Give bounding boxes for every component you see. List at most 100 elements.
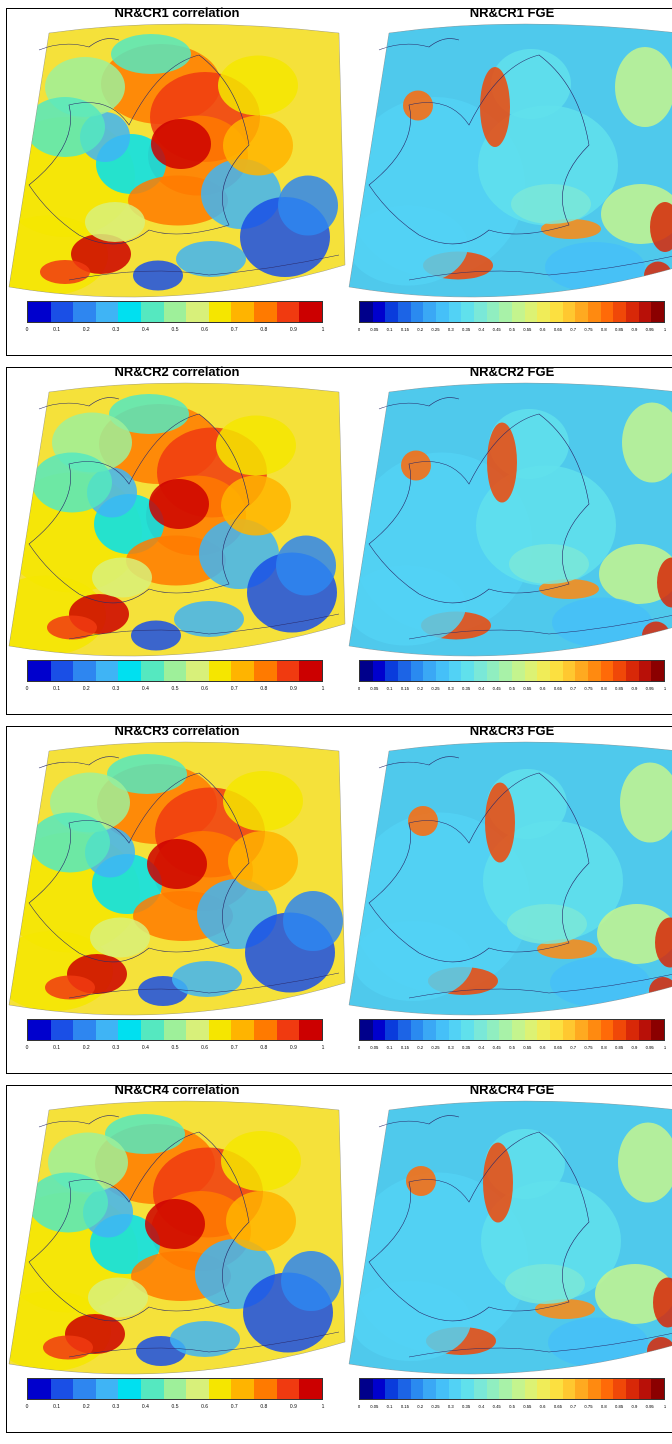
- correlation-map-title: NR&CR1 correlation: [114, 5, 240, 20]
- colorbar-swatch: [50, 1020, 74, 1040]
- colorbar-swatch: [423, 1379, 437, 1399]
- greenland-coastline: [378, 1115, 460, 1128]
- colorbar-swatch: [626, 661, 639, 681]
- colorbar-tick-label: 0.15: [400, 1045, 409, 1050]
- colorbar-tick-label: 0.75: [584, 1045, 593, 1050]
- colorbar-swatch: [398, 302, 411, 322]
- colorbar-swatch: [276, 302, 300, 322]
- colorbar-tick-label: 0.6: [539, 1045, 546, 1050]
- colorbar-swatch: [118, 302, 142, 322]
- colorbar-tick-label: 0.5: [171, 686, 179, 692]
- colorbar-swatch: [163, 1020, 187, 1040]
- colorbar-swatch: [600, 1379, 614, 1399]
- colorbar-tick-label: 0.4: [478, 1404, 485, 1409]
- colorbar-swatch: [95, 1020, 119, 1040]
- colorbar-tick-label: 0.3: [112, 1045, 120, 1051]
- colorbar-tick-label: 0.5: [171, 1045, 179, 1051]
- colorbar-tick-label: 0.9: [289, 1045, 297, 1051]
- colorbar-tick-label: 0.8: [260, 327, 268, 333]
- colorbar-tick-label: 1: [321, 686, 325, 692]
- colorbar-swatch: [372, 302, 386, 322]
- colorbar-tick-label: 0.9: [631, 686, 638, 691]
- colorbar-swatch: [461, 661, 475, 681]
- colorbar-swatch: [276, 661, 300, 681]
- correlation-colorbar-ticks: 0 0.1 0.2 0.3 0.4 0.5 0.6 0.7 0.8 0.9 1: [26, 327, 325, 337]
- colorbar-tick-label: 0.6: [539, 686, 546, 691]
- colorbar-swatch: [550, 1379, 563, 1399]
- colorbar-swatch: [436, 302, 449, 322]
- colorbar-tick-label: 0.05: [370, 686, 379, 691]
- colorbar-swatch: [276, 1379, 300, 1399]
- colorbar-tick-label: 0.2: [417, 686, 424, 691]
- colorbar-tick-label: 0.8: [600, 1045, 607, 1050]
- colorbar-tick-label: 0.25: [431, 1045, 440, 1050]
- colorbar-tick-label: 0.8: [260, 1045, 268, 1051]
- colorbar-swatch: [372, 1379, 386, 1399]
- colorbar-tick-label: 0: [357, 327, 361, 332]
- colorbar-swatch: [562, 661, 576, 681]
- correlation-map-field: [9, 383, 345, 657]
- colorbar-swatch: [499, 302, 513, 322]
- greenland-coastline: [378, 38, 460, 51]
- colorbar-swatch: [254, 302, 277, 322]
- colorbar-tick-label: 0.9: [289, 327, 297, 333]
- colorbar-tick-label: 0.85: [615, 1045, 624, 1050]
- colorbar-swatch: [626, 302, 639, 322]
- colorbar-swatch: [398, 1020, 411, 1040]
- colorbar-swatch: [537, 661, 551, 681]
- colorbar-swatch: [50, 302, 74, 322]
- colorbar-swatch: [638, 302, 652, 322]
- colorbar-swatch: [436, 1379, 449, 1399]
- colorbar-tick-label: 0.2: [82, 686, 90, 692]
- colorbar-tick-label: 0.85: [615, 686, 624, 691]
- colorbar-tick-label: 0.2: [82, 327, 90, 333]
- colorbar-swatch: [448, 1379, 462, 1399]
- colorbar-swatch: [651, 302, 665, 322]
- colorbar-tick-label: 0: [25, 686, 29, 692]
- colorbar-swatch: [73, 302, 96, 322]
- colorbar-tick-label: 0.55: [523, 1045, 532, 1050]
- correlation-colorbar: [27, 660, 323, 682]
- fge-map-title: NR&CR2 FGE: [469, 364, 555, 379]
- colorbar-tick-label: 0.1: [386, 1045, 393, 1050]
- colorbar-tick-label: 0.4: [478, 327, 485, 332]
- colorbar-swatch: [575, 661, 589, 681]
- colorbar-swatch: [575, 1379, 589, 1399]
- colorbar-swatch: [600, 302, 614, 322]
- colorbar-tick-label: 0.1: [386, 686, 393, 691]
- fge-colorbar: [359, 1019, 665, 1041]
- colorbar-swatch: [448, 302, 462, 322]
- colorbar-swatch: [385, 1020, 399, 1040]
- greenland-coastline: [38, 1115, 120, 1128]
- colorbar-swatch: [208, 1379, 232, 1399]
- greenland-coastline: [38, 38, 120, 51]
- fge-colorbar-ticks: 0 0.05 0.1 0.15 0.2 0.25 0.3 0.35 0.4 0.45 0.5 0.55…: [357, 327, 666, 337]
- colorbar-swatch: [638, 1379, 652, 1399]
- colorbar-tick-label: 0.6: [539, 1404, 546, 1409]
- panel-cr1-maps: [8, 23, 672, 298]
- colorbar-swatch: [231, 1379, 255, 1399]
- colorbar-swatch: [73, 1379, 96, 1399]
- colorbar-swatch: [588, 302, 601, 322]
- colorbar-tick-label: 0.7: [570, 1404, 577, 1409]
- fge-map-field: [349, 742, 672, 1016]
- colorbar-tick-label: 0.5: [171, 1404, 179, 1410]
- colorbar-swatch: [600, 661, 614, 681]
- colorbar-swatch: [474, 302, 487, 322]
- colorbar-tick-label: 0.65: [553, 1404, 562, 1409]
- colorbar-swatch: [186, 1020, 209, 1040]
- colorbar-swatch: [385, 302, 399, 322]
- colorbar-tick-label: 0.85: [615, 1404, 624, 1409]
- colorbar-swatch: [524, 661, 538, 681]
- colorbar-tick-label: 0.1: [386, 1404, 393, 1409]
- fge-colorbar: [359, 301, 665, 323]
- colorbar-tick-label: 0.9: [289, 1404, 297, 1410]
- colorbar-swatch: [186, 302, 209, 322]
- colorbar-tick-label: 0.9: [631, 1045, 638, 1050]
- colorbar-swatch: [141, 661, 164, 681]
- colorbar-tick-label: 0.95: [645, 686, 654, 691]
- colorbar-swatch: [360, 1020, 373, 1040]
- panel-cr4: NR&CR4 correlation NR&CR4 FGE 0 0.1 0.2 0.3 0.…: [6, 1082, 672, 1433]
- colorbar-tick-label: 0.05: [370, 1045, 379, 1050]
- colorbar-tick-label: 0.05: [370, 1404, 379, 1409]
